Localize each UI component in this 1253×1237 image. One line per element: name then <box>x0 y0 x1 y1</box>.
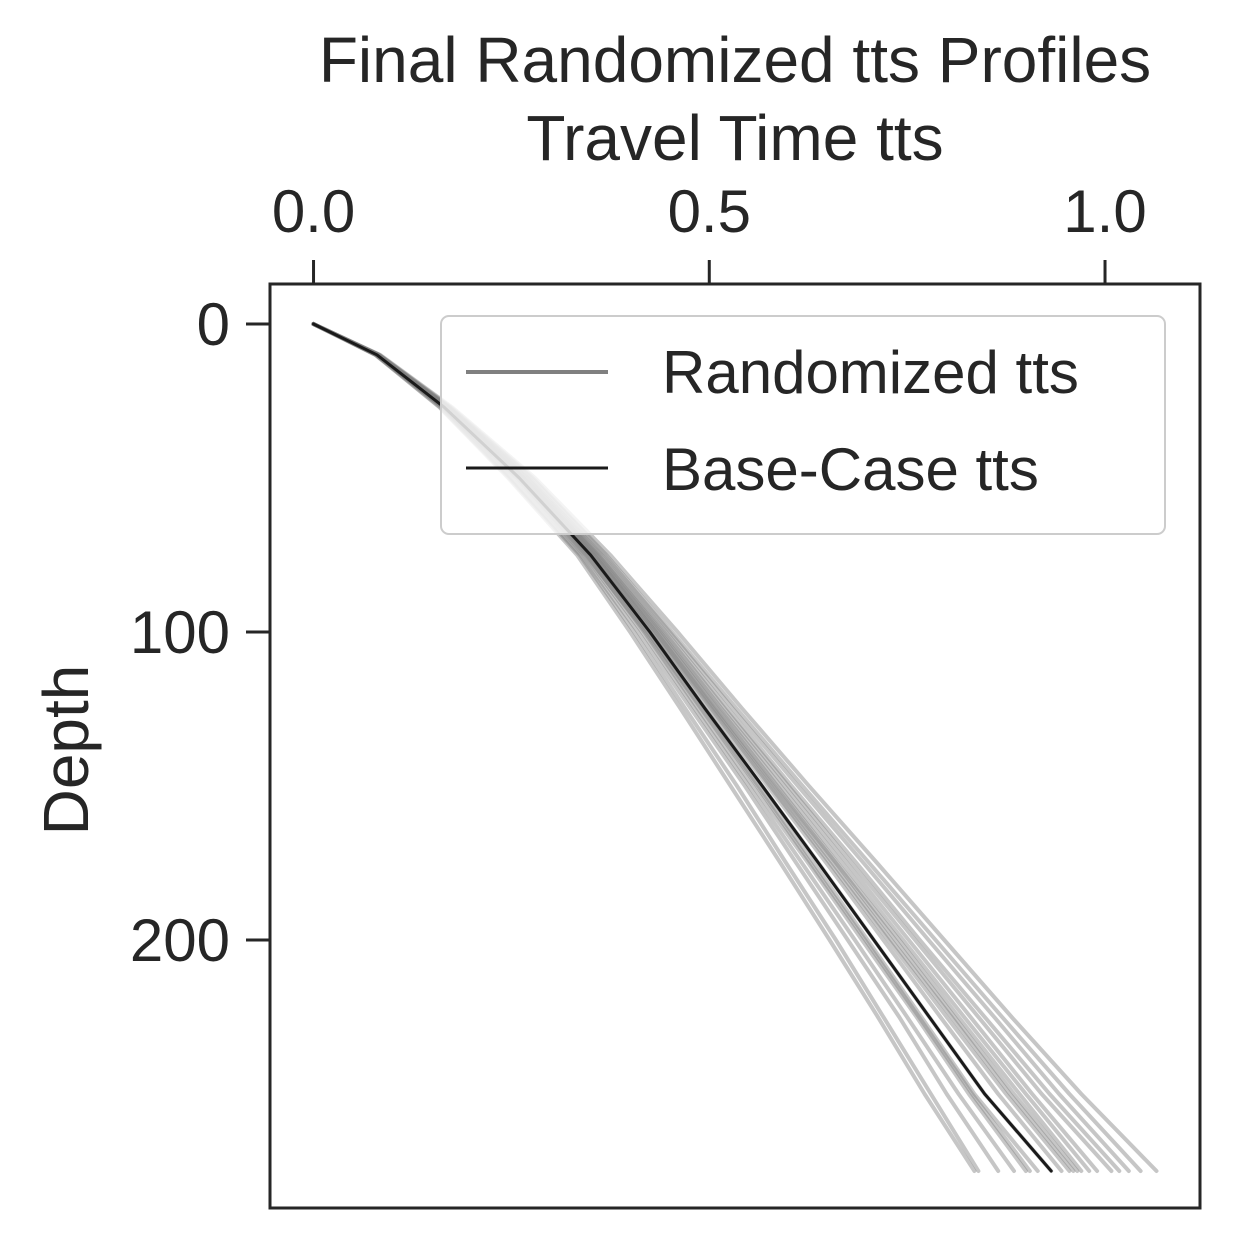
x-axis-label: Travel Time tts <box>526 102 943 174</box>
x-tick-label: 1.0 <box>1063 178 1146 245</box>
legend-label-base-case: Base-Case tts <box>662 436 1039 503</box>
y-tick-label: 0 <box>197 291 230 358</box>
y-axis-label: Depth <box>30 665 102 836</box>
plot-frame <box>268 282 1202 1210</box>
legend-box <box>440 315 1166 535</box>
x-tick-label: 0.5 <box>668 178 751 245</box>
randomized-tts-line <box>311 322 977 1173</box>
chart-title: Final Randomized tts Profiles <box>319 24 1151 96</box>
y-tick-label: 100 <box>130 599 230 666</box>
y-axis-ticks: 0 100 200 <box>130 291 270 974</box>
legend: Randomized tts Base-Case tts <box>440 315 1166 535</box>
y-tick-label: 200 <box>130 907 230 974</box>
x-axis-ticks: 0.0 0.5 1.0 <box>272 178 1147 284</box>
legend-label-randomized: Randomized tts <box>662 339 1079 406</box>
x-tick-label: 0.0 <box>272 178 355 245</box>
